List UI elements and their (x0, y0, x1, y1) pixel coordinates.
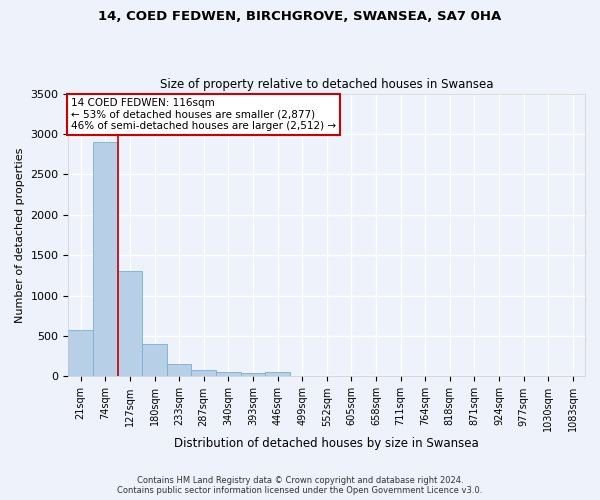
Bar (68, 330, 93, 376)
Bar (142, 344, 167, 376)
Bar (93, 142, 118, 376)
X-axis label: Distribution of detached houses by size in Swansea: Distribution of detached houses by size … (175, 437, 479, 450)
Text: 14 COED FEDWEN: 116sqm
← 53% of detached houses are smaller (2,877)
46% of semi-: 14 COED FEDWEN: 116sqm ← 53% of detached… (71, 98, 336, 131)
Text: 14, COED FEDWEN, BIRCHGROVE, SWANSEA, SA7 0HA: 14, COED FEDWEN, BIRCHGROVE, SWANSEA, SA… (98, 10, 502, 23)
Bar (265, 372, 290, 376)
Bar (191, 370, 216, 376)
Bar (118, 270, 142, 376)
Bar (167, 364, 191, 376)
Text: Contains HM Land Registry data © Crown copyright and database right 2024.
Contai: Contains HM Land Registry data © Crown c… (118, 476, 482, 495)
Title: Size of property relative to detached houses in Swansea: Size of property relative to detached ho… (160, 78, 493, 91)
Y-axis label: Number of detached properties: Number of detached properties (15, 148, 25, 322)
Bar (216, 372, 241, 376)
Bar (241, 373, 265, 376)
